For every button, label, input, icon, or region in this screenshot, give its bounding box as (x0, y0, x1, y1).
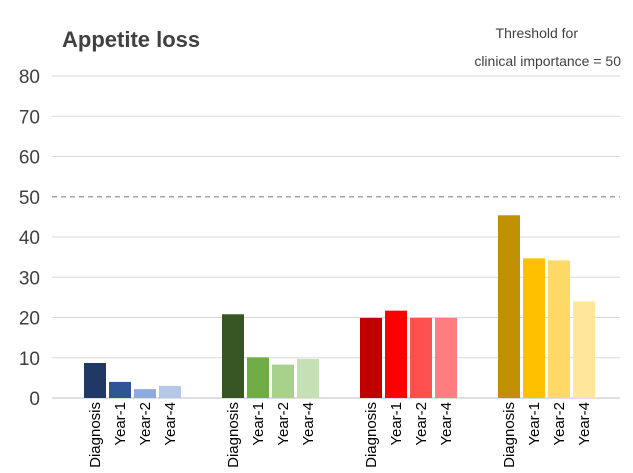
x-tick-label: Year-4 (576, 402, 593, 446)
bar (435, 317, 457, 398)
bar (498, 215, 520, 398)
bar (573, 301, 595, 398)
x-tick-label: Year-1 (526, 402, 543, 446)
bar (84, 362, 106, 398)
bar (410, 317, 432, 398)
y-tick-label: 0 (29, 389, 40, 410)
x-axis-ticks: Diagnosis Year-1 Year-2 Year-4 Diagnosis Year… (87, 402, 593, 468)
x-tick-label: Diagnosis (501, 402, 518, 468)
x-tick-label: Year-4 (438, 402, 455, 446)
threshold-label-line1: Threshold for (496, 25, 579, 41)
x-tick-label: Year-4 (300, 402, 317, 446)
bar (297, 358, 319, 398)
x-tick-label: Diagnosis (363, 402, 380, 468)
x-tick-label: Year-2 (275, 402, 292, 446)
bar (109, 381, 131, 398)
y-tick-label: 50 (19, 188, 40, 209)
bar (548, 260, 570, 398)
y-tick-label: 40 (19, 228, 40, 249)
gridlines (52, 75, 620, 399)
threshold-label-line2: clinical importance = 50 (474, 53, 621, 69)
bar (360, 317, 382, 398)
x-tick-label: Diagnosis (87, 402, 104, 468)
bar (159, 385, 181, 398)
y-tick-label: 70 (19, 107, 40, 128)
bars (84, 215, 595, 398)
x-tick-label: Year-2 (413, 402, 430, 446)
y-tick-label: 30 (19, 268, 40, 289)
bar (222, 314, 244, 398)
chart-title: Appetite loss (62, 27, 200, 52)
y-tick-label: 10 (19, 349, 40, 370)
bar (247, 357, 269, 398)
x-tick-label: Year-1 (112, 402, 129, 446)
x-tick-label: Year-4 (162, 402, 179, 446)
x-tick-label: Year-1 (388, 402, 405, 446)
y-tick-label: 80 (19, 67, 40, 88)
bar (385, 310, 407, 398)
x-tick-label: Diagnosis (225, 402, 242, 468)
x-tick-label: Year-1 (250, 402, 267, 446)
bar (134, 389, 156, 398)
y-tick-label: 60 (19, 148, 40, 169)
x-tick-label: Year-2 (137, 402, 154, 446)
bar (523, 258, 545, 398)
x-tick-label: Year-2 (551, 402, 568, 446)
y-axis-ticks: 0 10 20 30 40 50 60 70 80 (19, 67, 40, 410)
y-tick-label: 20 (19, 309, 40, 330)
bar (272, 364, 294, 398)
